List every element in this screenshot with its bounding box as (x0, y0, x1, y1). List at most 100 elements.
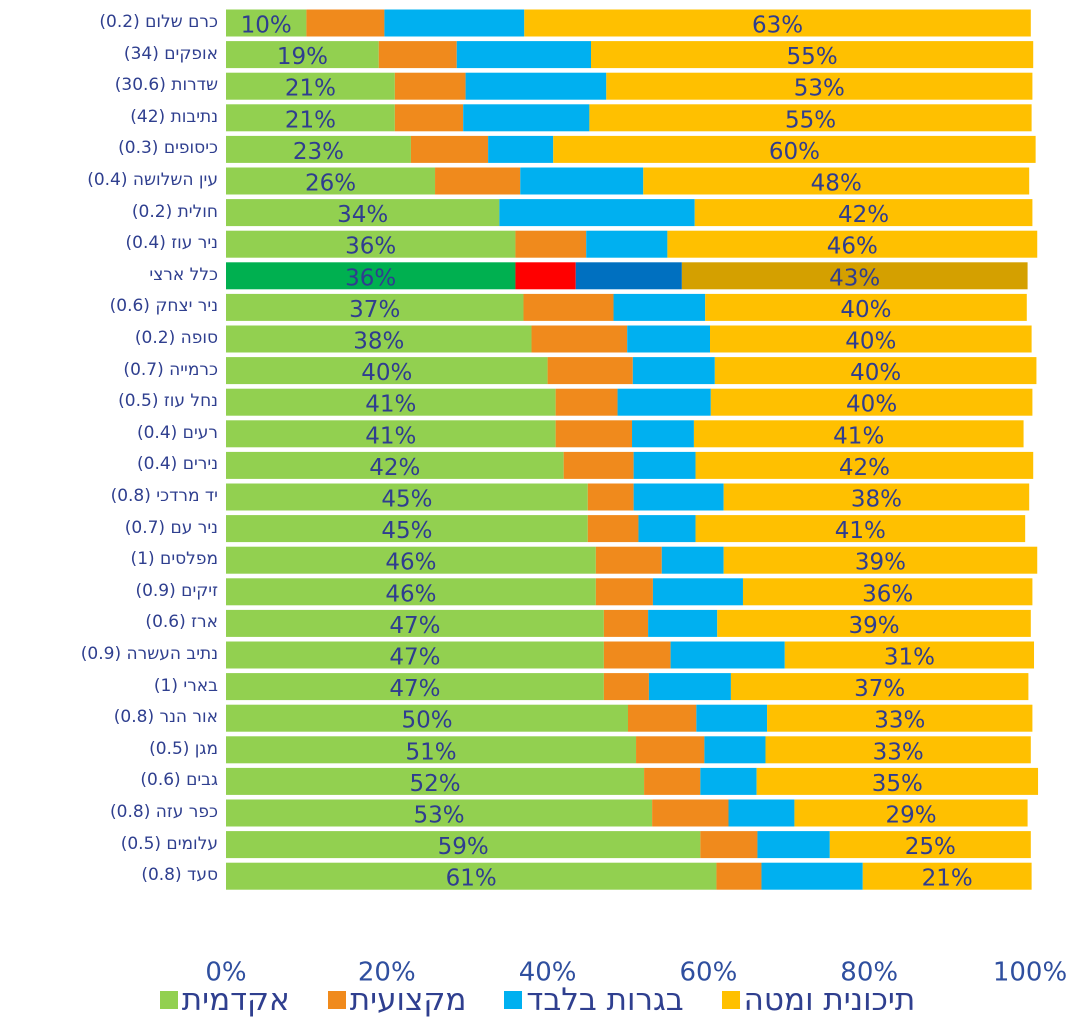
data-label: 23% (293, 139, 344, 165)
bar-segment (515, 230, 587, 258)
bar-segment (226, 388, 556, 416)
data-label: 26% (305, 171, 356, 197)
bar-segment (465, 72, 607, 100)
bar-segment (547, 357, 633, 385)
data-label: 19% (277, 44, 328, 70)
bar-segment (633, 483, 724, 511)
x-tick-label: 60% (680, 958, 738, 988)
bar-segment (829, 831, 1031, 859)
legend-swatch (159, 991, 178, 1009)
data-label: 55% (787, 44, 838, 70)
bar-segment (595, 546, 662, 574)
bar-segment (226, 736, 637, 764)
legend-label: בגרות בלבד (526, 982, 684, 1018)
bar-segment (700, 831, 758, 859)
legend-item: בגרות בלבד (504, 982, 684, 1018)
bar-segment (226, 799, 653, 827)
bar-segment (524, 9, 1031, 37)
bar-segment (435, 167, 521, 195)
data-label: 47% (389, 676, 440, 702)
bar-segment (628, 704, 697, 732)
bar-segment (226, 293, 524, 321)
bar-segment (765, 736, 1031, 764)
bar-segment (575, 262, 682, 290)
data-label: 52% (409, 771, 460, 797)
data-label: 53% (413, 803, 464, 829)
category-label: אור הנר (0.8) (113, 707, 218, 728)
bar-segment (667, 230, 1038, 258)
bar-segment (603, 673, 649, 701)
data-label: 50% (401, 708, 452, 734)
category-label: רעים (0.4) (136, 422, 218, 443)
category-label: מגן (0.5) (149, 738, 218, 759)
bar-segment (488, 135, 554, 163)
data-label: 47% (389, 613, 440, 639)
category-label: מפלסים (1) (130, 549, 218, 570)
category-label: עלומים (0.5) (120, 833, 218, 854)
bar-segment (723, 483, 1030, 511)
legend-label: תיכונית ומטה (743, 982, 916, 1018)
bar-segment (589, 104, 1032, 132)
bar-segment (636, 736, 705, 764)
bar-segment (384, 9, 525, 37)
legend-swatch (504, 991, 523, 1009)
category-label: נירים (0.4) (136, 454, 218, 475)
legend-label: מקצועית (349, 982, 467, 1018)
legend-item: אקדמית (159, 982, 290, 1018)
legend-swatch (721, 991, 740, 1009)
data-label: 38% (353, 329, 404, 355)
bar-segment (226, 167, 436, 195)
bar-segment (226, 41, 379, 69)
bar-segment (226, 483, 588, 511)
bar-segment (226, 831, 701, 859)
bar-segment (632, 420, 694, 448)
data-label: 40% (850, 360, 901, 386)
data-label: 21% (285, 107, 336, 133)
bar-segment (499, 199, 695, 227)
bar-segment (730, 673, 1029, 701)
category-label: סעד (0.8) (141, 865, 218, 886)
bar-segment (226, 135, 411, 163)
category-label: כרם שלום (0.2) (99, 12, 218, 32)
data-label: 55% (785, 107, 836, 133)
x-tick-label: 40% (519, 958, 577, 988)
bar-segment (681, 262, 1028, 290)
data-label: 39% (848, 613, 899, 639)
bar-segment (226, 451, 564, 479)
data-label: 41% (365, 423, 416, 449)
bar-segment (226, 420, 556, 448)
bar-segment (591, 41, 1034, 69)
bar-segment (606, 72, 1033, 100)
bar-segment (862, 862, 1032, 890)
data-label: 40% (361, 360, 412, 386)
bar-segment (633, 451, 696, 479)
bar-segment (523, 293, 614, 321)
data-label: 53% (794, 76, 845, 102)
category-label: בארי (1) (153, 675, 218, 696)
data-label: 39% (855, 550, 906, 576)
bar-segment (695, 515, 1026, 543)
data-label: 42% (369, 455, 420, 481)
category-label: ארז (0.6) (145, 612, 218, 633)
legend-item: תיכונית ומטה (721, 982, 916, 1018)
x-tick-label: 0% (205, 958, 246, 988)
bar-segment (652, 799, 729, 827)
bar-segment (603, 609, 649, 637)
data-label: 25% (905, 834, 956, 860)
category-label: גבים (0.6) (140, 770, 218, 791)
category-label: נחל עוז (0.5) (118, 391, 218, 412)
bar-segment (410, 135, 489, 163)
bar-segment (784, 641, 1035, 669)
bar-segment (226, 704, 628, 732)
bar-segment (617, 388, 711, 416)
bar-segment (652, 578, 743, 606)
data-label: 38% (851, 487, 902, 513)
data-label: 46% (827, 234, 878, 260)
legend-label: אקדמית (181, 982, 290, 1018)
data-label: 31% (884, 645, 935, 671)
data-label: 51% (405, 739, 456, 765)
bar-segment (761, 862, 863, 890)
data-label: 47% (389, 645, 440, 671)
bar-segment (378, 41, 457, 69)
